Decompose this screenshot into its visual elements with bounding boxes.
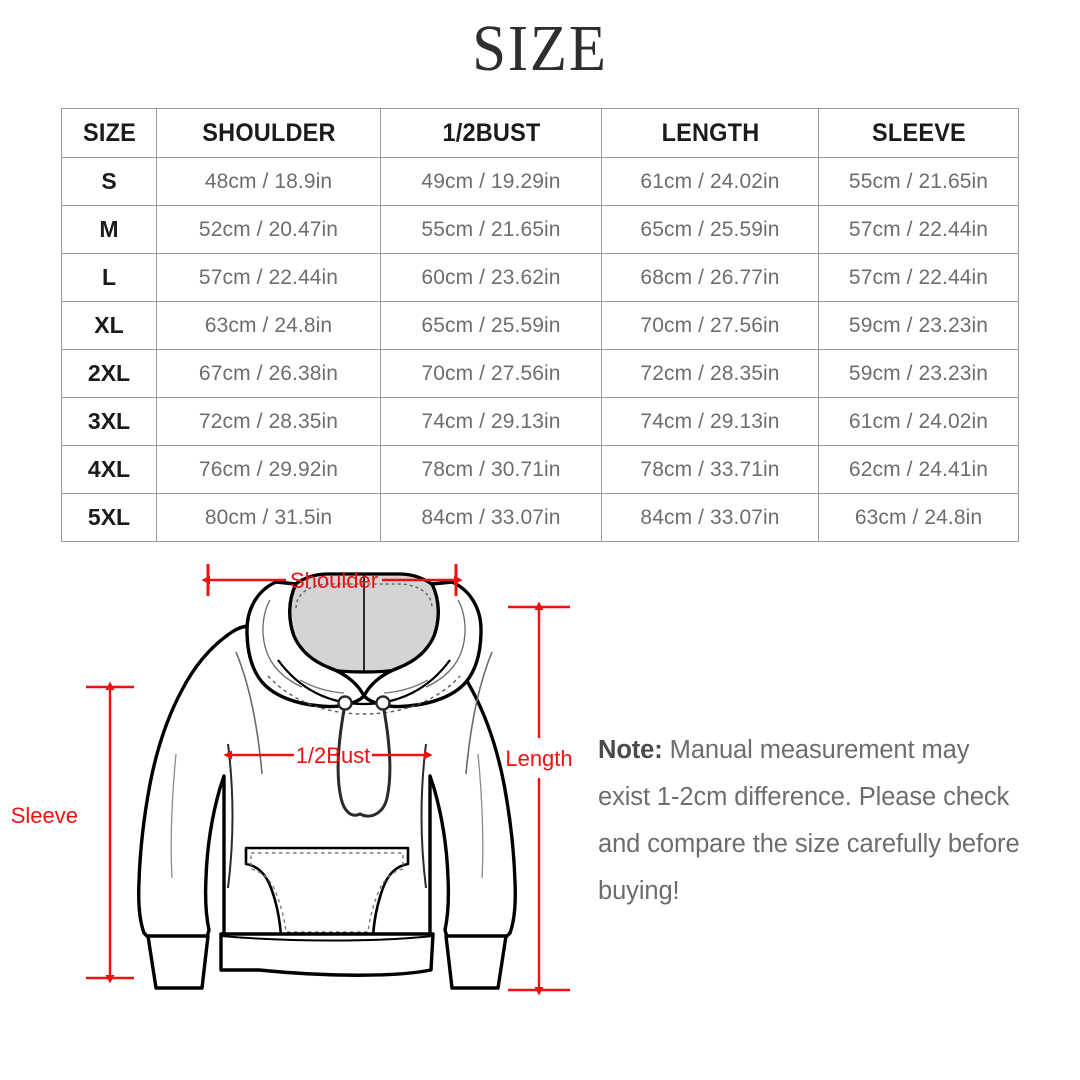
cell-shoulder: 63cm / 24.8in bbox=[156, 301, 381, 350]
cell-bust: 55cm / 21.65in bbox=[380, 205, 602, 254]
cell-shoulder: 72cm / 28.35in bbox=[156, 397, 381, 446]
cell-length: 74cm / 29.13in bbox=[601, 397, 819, 446]
cell-length: 72cm / 28.35in bbox=[601, 349, 819, 398]
neckband-curve bbox=[277, 659, 451, 706]
drawstring-right bbox=[358, 708, 392, 818]
table-row: L 57cm / 22.44in 60cm / 23.62in 68cm / 2… bbox=[61, 253, 1019, 302]
dimension-label-length: Length bbox=[505, 746, 572, 771]
hood-lining-stitch bbox=[295, 583, 433, 609]
dimension-shoulder: Shoulder bbox=[201, 564, 463, 596]
cell-sleeve: 63cm / 24.8in bbox=[818, 493, 1019, 542]
cell-size: S bbox=[61, 157, 157, 206]
cell-sleeve: 55cm / 21.65in bbox=[818, 157, 1019, 206]
dimension-label-shoulder: Shoulder bbox=[290, 568, 378, 593]
cell-length: 65cm / 25.59in bbox=[601, 205, 819, 254]
sleeve-crease-right bbox=[477, 753, 484, 879]
cell-size: 3XL bbox=[61, 397, 157, 446]
hoodie-illustration bbox=[137, 572, 517, 990]
cell-shoulder: 52cm / 20.47in bbox=[156, 205, 381, 254]
cell-shoulder: 48cm / 18.9in bbox=[156, 157, 381, 206]
cell-size: 2XL bbox=[61, 349, 157, 398]
column-header-bust: 1/2BUST bbox=[386, 108, 596, 158]
cell-sleeve: 59cm / 23.23in bbox=[818, 349, 1019, 398]
cuff-right bbox=[444, 934, 508, 990]
cell-shoulder: 67cm / 26.38in bbox=[156, 349, 381, 398]
table-row: S 48cm / 18.9in 49cm / 19.29in 61cm / 24… bbox=[61, 157, 1019, 206]
hood-right-fold bbox=[425, 599, 466, 688]
cell-length: 78cm / 33.71in bbox=[601, 445, 819, 494]
cell-sleeve: 57cm / 22.44in bbox=[818, 253, 1019, 302]
hoodie-measurement-diagram: Shoulder 1/2Bust Length Sleeve bbox=[0, 548, 1080, 1048]
cell-size: L bbox=[61, 253, 157, 302]
table-row: 4XL 76cm / 29.92in 78cm / 30.71in 78cm /… bbox=[61, 445, 1019, 494]
neck-crease-right bbox=[383, 679, 429, 694]
cell-shoulder: 57cm / 22.44in bbox=[156, 253, 381, 302]
hood-left-fold bbox=[262, 599, 303, 688]
page-title: SIZE bbox=[472, 12, 608, 85]
eyelet-left bbox=[337, 695, 353, 711]
dimension-label-bust: 1/2Bust bbox=[296, 743, 371, 768]
size-chart-table: SIZE SHOULDER 1/2BUST LENGTH SLEEVE S 48… bbox=[61, 108, 1019, 542]
table-row: M 52cm / 20.47in 55cm / 21.65in 65cm / 2… bbox=[61, 205, 1019, 254]
cell-sleeve: 59cm / 23.23in bbox=[818, 301, 1019, 350]
hem-band-top-line bbox=[220, 935, 434, 942]
cell-size: XL bbox=[61, 301, 157, 350]
size-chart-table-container: SIZE SHOULDER 1/2BUST LENGTH SLEEVE S 48… bbox=[61, 108, 1019, 542]
cell-bust: 65cm / 25.59in bbox=[380, 301, 602, 350]
note-label: Note: bbox=[598, 736, 663, 764]
eyelet-right bbox=[375, 695, 391, 711]
armhole-seam-left bbox=[227, 743, 234, 889]
column-header-sleeve: SLEEVE bbox=[824, 108, 1013, 158]
kangaroo-pocket-stitch bbox=[250, 852, 404, 933]
shoulder-seam-left bbox=[235, 651, 263, 775]
cell-bust: 84cm / 33.07in bbox=[380, 493, 602, 542]
cell-sleeve: 61cm / 24.02in bbox=[818, 397, 1019, 446]
cell-length: 70cm / 27.56in bbox=[601, 301, 819, 350]
shoulder-seam-right bbox=[465, 651, 493, 775]
cell-shoulder: 80cm / 31.5in bbox=[156, 493, 381, 542]
cell-length: 68cm / 26.77in bbox=[601, 253, 819, 302]
table-header-row: SIZE SHOULDER 1/2BUST LENGTH SLEEVE bbox=[62, 108, 1019, 158]
dimension-label-sleeve: Sleeve bbox=[11, 803, 78, 828]
cell-bust: 78cm / 30.71in bbox=[380, 445, 602, 494]
table-row: 5XL 80cm / 31.5in 84cm / 33.07in 84cm / … bbox=[61, 493, 1019, 542]
measurement-note: Note: Manual measurement may exist 1-2cm… bbox=[598, 727, 1028, 915]
cell-shoulder: 76cm / 29.92in bbox=[156, 445, 381, 494]
cell-bust: 60cm / 23.62in bbox=[380, 253, 602, 302]
cell-bust: 70cm / 27.56in bbox=[380, 349, 602, 398]
hem-band bbox=[219, 932, 435, 977]
neckband-stitch bbox=[267, 675, 461, 715]
table-row: 2XL 67cm / 26.38in 70cm / 27.56in 72cm /… bbox=[61, 349, 1019, 398]
neck-crease-left bbox=[299, 679, 345, 694]
cell-length: 84cm / 33.07in bbox=[601, 493, 819, 542]
cell-sleeve: 57cm / 22.44in bbox=[818, 205, 1019, 254]
sleeve-crease-left bbox=[170, 753, 177, 879]
cell-sleeve: 62cm / 24.41in bbox=[818, 445, 1019, 494]
column-header-shoulder: SHOULDER bbox=[162, 108, 375, 158]
dimension-bust: 1/2Bust bbox=[223, 743, 433, 768]
table-row: XL 63cm / 24.8in 65cm / 25.59in 70cm / 2… bbox=[61, 301, 1019, 350]
column-header-size: SIZE bbox=[63, 108, 155, 158]
cell-bust: 49cm / 19.29in bbox=[380, 157, 602, 206]
cell-length: 61cm / 24.02in bbox=[601, 157, 819, 206]
cell-size: 4XL bbox=[61, 445, 157, 494]
note-text: Manual measurement may exist 1-2cm diffe… bbox=[598, 736, 1020, 905]
table-row: 3XL 72cm / 28.35in 74cm / 29.13in 74cm /… bbox=[61, 397, 1019, 446]
armhole-seam-right bbox=[420, 743, 427, 889]
dimension-length: Length bbox=[505, 601, 573, 996]
column-header-length: LENGTH bbox=[607, 108, 813, 158]
cell-size: M bbox=[61, 205, 157, 254]
cuff-left bbox=[146, 934, 210, 990]
drawstring-left bbox=[336, 708, 362, 817]
dimension-sleeve: Sleeve bbox=[11, 681, 134, 984]
cell-size: 5XL bbox=[61, 493, 157, 542]
cell-bust: 74cm / 29.13in bbox=[380, 397, 602, 446]
